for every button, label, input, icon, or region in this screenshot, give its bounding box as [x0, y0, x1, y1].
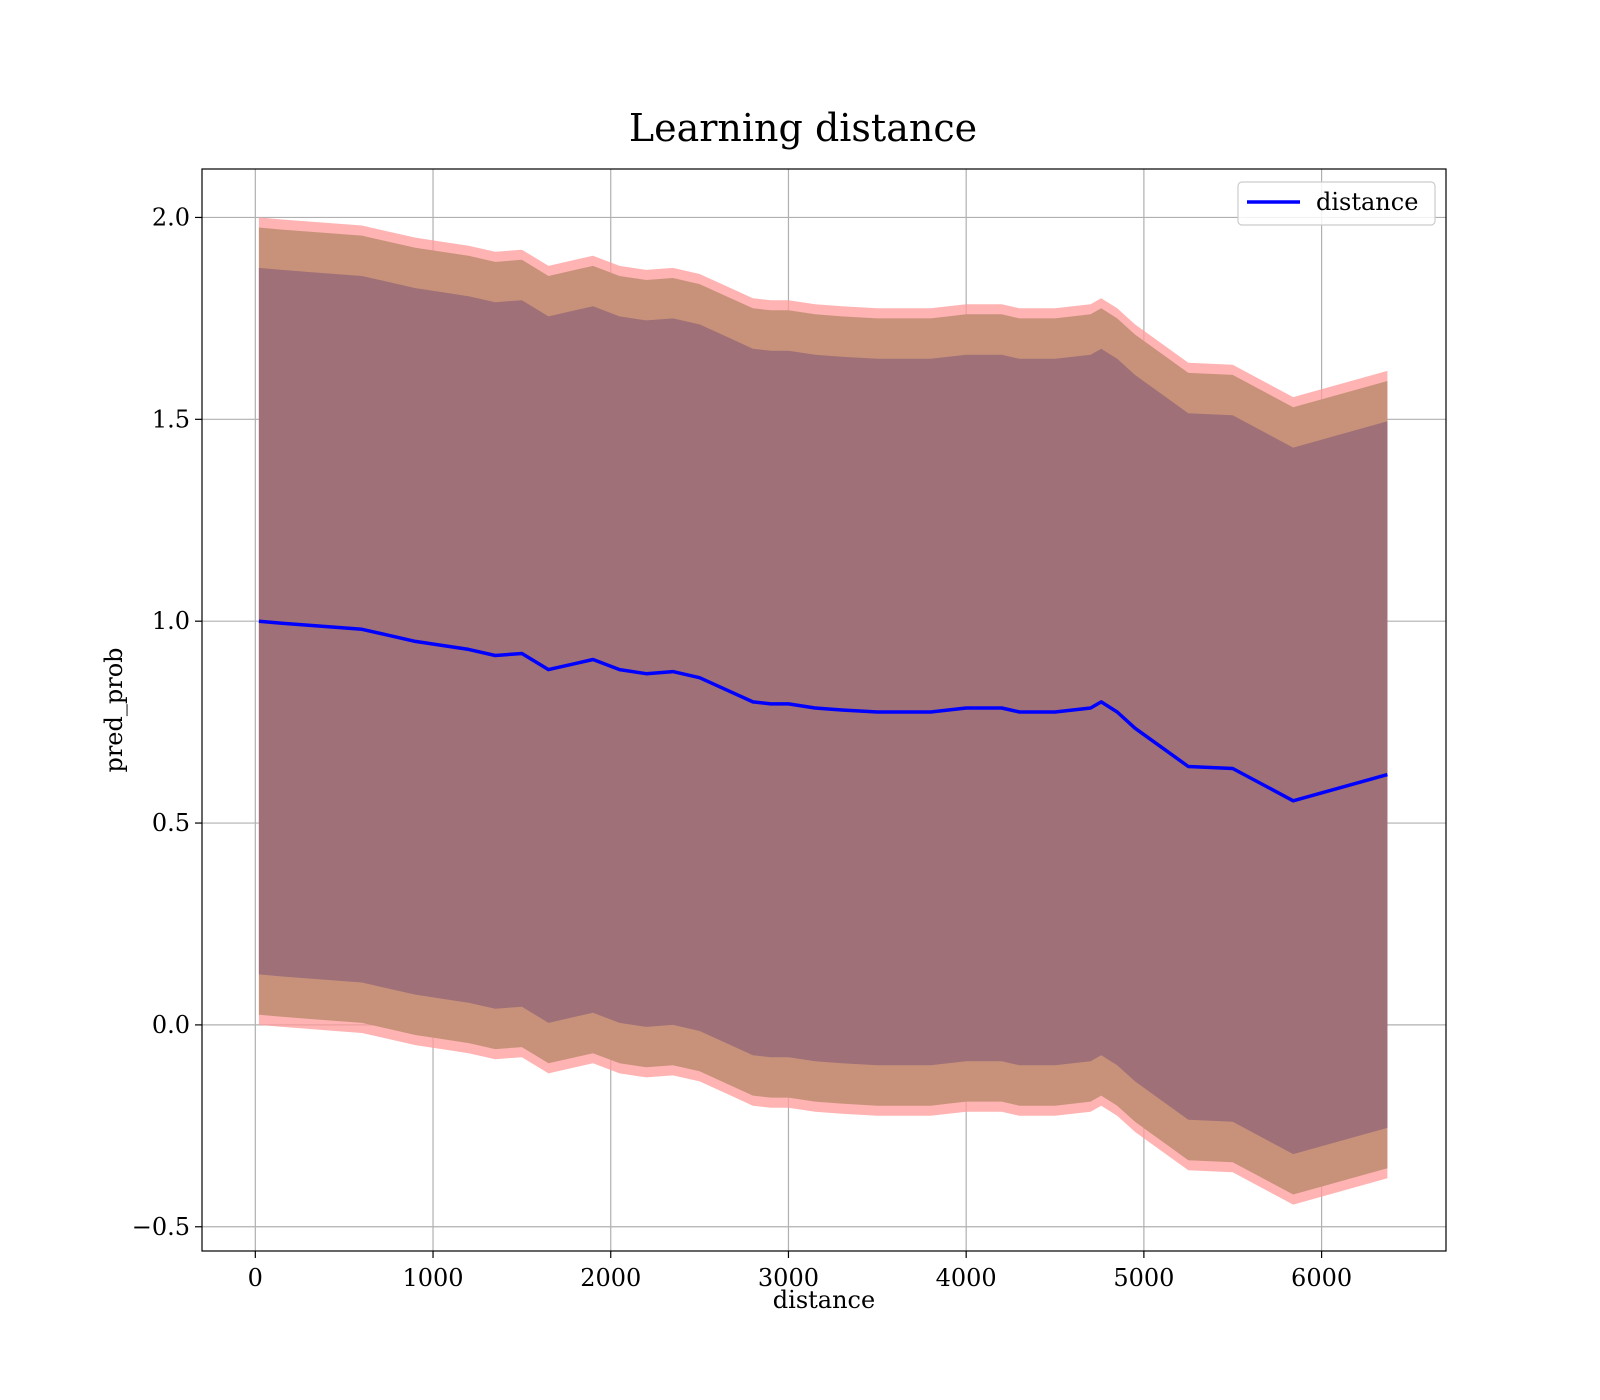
- x-tick-label: 4000: [936, 1264, 997, 1292]
- series-line-distance: [258, 619, 1388, 803]
- y-tick-label: 0.5: [152, 809, 190, 837]
- y-axis-label: pred_prob: [100, 647, 128, 772]
- x-tick-label: 5000: [1113, 1264, 1174, 1292]
- x-tick-label: 2000: [580, 1264, 641, 1292]
- plot-frame: [201, 168, 1447, 1252]
- x-tick-label: 1000: [402, 1264, 463, 1292]
- y-tick-label: 1.0: [152, 607, 190, 635]
- x-tick-label: 3000: [758, 1264, 819, 1292]
- x-axis-label: distance: [773, 1286, 875, 1314]
- x-tick-label: 0: [248, 1264, 263, 1292]
- y-tick-label: 0.0: [152, 1011, 190, 1039]
- x-axis-ticks: 0 1000 2000 3000 4000 5000 6000: [248, 1251, 1352, 1292]
- legend-box: [1237, 181, 1436, 226]
- y-tick-label: 1.5: [152, 405, 190, 433]
- y-axis-ticks: −0.5 0.0 0.5 1.0 1.5 2.0: [132, 203, 202, 1241]
- chart-title: Learning distance: [629, 106, 977, 150]
- confidence-bands: [258, 217, 1388, 1205]
- plot-area: [201, 168, 1447, 1252]
- series-lines: [258, 619, 1388, 803]
- x-tick-label: 6000: [1291, 1264, 1352, 1292]
- band-inner: [258, 267, 1388, 1155]
- y-tick-label: 2.0: [152, 203, 190, 231]
- legend: distance: [1237, 181, 1436, 226]
- y-tick-label: −0.5: [132, 1213, 190, 1241]
- legend-label-distance: distance: [1316, 188, 1418, 216]
